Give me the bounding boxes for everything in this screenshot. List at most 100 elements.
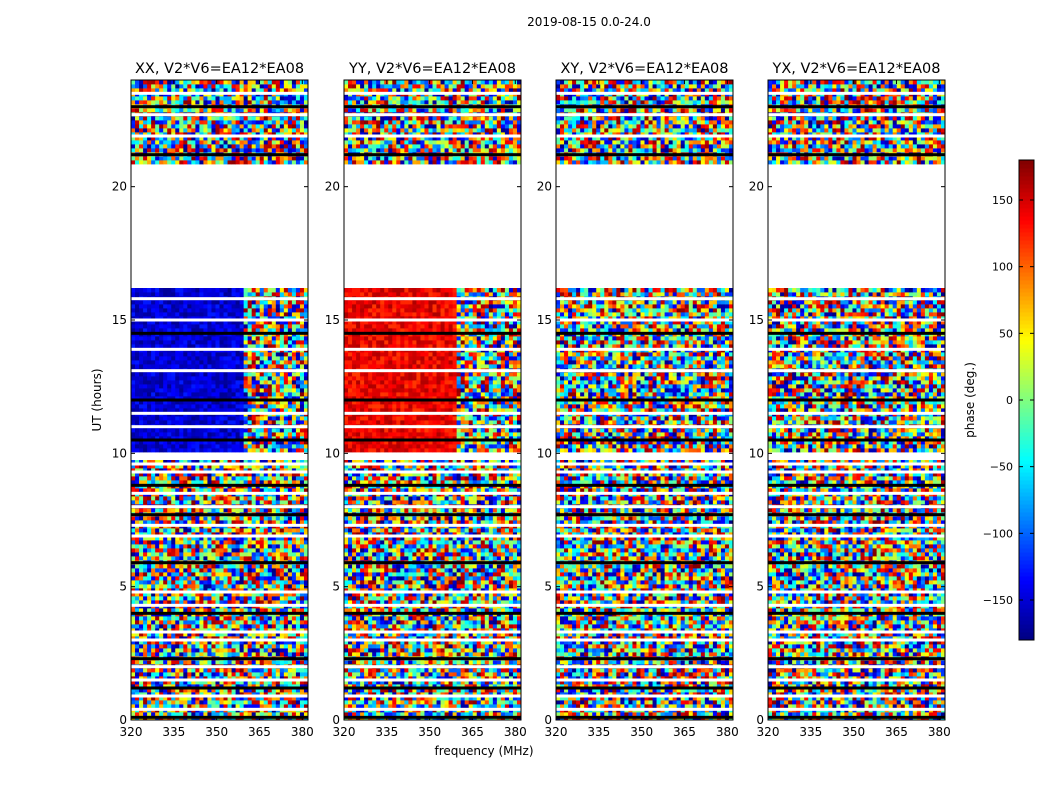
- heatmap-cell: [207, 676, 212, 681]
- heatmap-cell: [267, 652, 273, 657]
- heatmap-cell: [255, 672, 261, 677]
- heatmap-cell: [143, 300, 148, 305]
- heatmap-cell: [291, 488, 297, 493]
- heatmap-cell: [255, 444, 261, 449]
- heatmap-cell: [215, 352, 220, 357]
- heatmap-cell: [263, 580, 269, 585]
- heatmap-cell: [187, 432, 192, 437]
- heatmap-cell: [227, 540, 232, 545]
- heatmap-cell: [155, 564, 160, 569]
- heatmap-cell: [259, 432, 265, 437]
- heatmap-cell: [271, 660, 277, 665]
- heatmap-cell: [295, 300, 301, 305]
- heatmap-cell: [187, 684, 192, 689]
- heatmap-cell: [291, 312, 297, 317]
- heatmap-cell: [227, 536, 232, 541]
- heatmap-cell: [263, 644, 269, 649]
- heatmap-cell: [143, 420, 148, 425]
- heatmap-cell: [159, 376, 164, 381]
- heatmap-cell: [183, 388, 188, 393]
- heatmap-cell: [219, 580, 224, 585]
- heatmap-cell: [203, 288, 208, 293]
- heatmap-cell: [263, 536, 269, 541]
- heatmap-cell: [243, 688, 249, 693]
- heatmap-cell: [159, 672, 164, 677]
- heatmap-cell: [251, 496, 257, 501]
- heatmap-cell: [207, 544, 212, 549]
- heatmap-cell: [231, 532, 236, 537]
- heatmap-cell: [291, 648, 297, 653]
- heatmap-cell: [279, 672, 285, 677]
- heatmap-cell: [211, 700, 216, 705]
- heatmap-cell: [179, 372, 184, 377]
- heatmap-cell: [283, 600, 289, 605]
- heatmap-cell: [247, 700, 253, 705]
- heatmap-cell: [195, 340, 200, 345]
- heatmap-cell: [299, 680, 305, 685]
- heatmap-cell: [271, 564, 277, 569]
- heatmap-cell: [211, 536, 216, 541]
- heatmap-cell: [267, 660, 273, 665]
- heatmap-cell: [163, 488, 168, 493]
- heatmap-cell: [263, 588, 269, 593]
- heatmap-cell: [155, 404, 160, 409]
- heatmap-cell: [143, 304, 148, 309]
- heatmap-cell: [267, 328, 273, 333]
- heatmap-cell: [219, 684, 224, 689]
- heatmap-cell: [239, 632, 245, 637]
- heatmap-cell: [279, 328, 285, 333]
- heatmap-cell: [171, 480, 176, 485]
- heatmap-cell: [247, 340, 253, 345]
- heatmap-cell: [211, 468, 216, 473]
- heatmap-cell: [131, 600, 136, 605]
- heatmap-cell: [207, 360, 212, 365]
- heatmap-cell: [267, 340, 273, 345]
- heatmap-cell: [239, 480, 245, 485]
- heatmap-cell: [299, 624, 305, 629]
- heatmap-cell: [191, 352, 196, 357]
- heatmap-cell: [267, 576, 273, 581]
- heatmap-cell: [195, 628, 200, 633]
- heatmap-cell: [255, 540, 261, 545]
- heatmap-cell: [195, 580, 200, 585]
- heatmap-cell: [155, 500, 160, 505]
- heatmap-cell: [195, 600, 200, 605]
- heatmap-cell: [187, 416, 192, 421]
- heatmap-cell: [299, 704, 305, 709]
- heatmap-cell: [279, 432, 285, 437]
- heatmap-cell: [135, 584, 140, 589]
- heatmap-cell: [199, 448, 204, 453]
- heatmap-cell: [275, 648, 281, 653]
- heatmap-cell: [131, 324, 136, 329]
- heatmap-cell: [295, 672, 301, 677]
- heatmap-cell: [163, 552, 168, 557]
- heatmap-cell: [299, 308, 305, 313]
- heatmap-cell: [131, 356, 136, 361]
- heatmap-cell: [151, 556, 156, 561]
- heatmap-cell: [283, 328, 289, 333]
- heatmap-cell: [239, 428, 245, 433]
- heatmap-cell: [175, 448, 180, 453]
- heatmap-cell: [151, 660, 156, 665]
- heatmap-cell: [227, 532, 232, 537]
- heatmap-cell: [219, 640, 224, 645]
- heatmap-cell: [247, 660, 253, 665]
- heatmap-cell: [255, 660, 261, 665]
- heatmap-cell: [211, 432, 216, 437]
- heatmap-cell: [155, 624, 160, 629]
- heatmap-cell: [159, 640, 164, 645]
- heatmap-cell: [279, 540, 285, 545]
- heatmap-cell: [295, 572, 301, 577]
- heatmap-cell: [283, 364, 289, 369]
- heatmap-cell: [171, 536, 176, 541]
- heatmap-cell: [295, 608, 301, 613]
- heatmap-cell: [303, 564, 309, 569]
- heatmap-cell: [195, 516, 200, 521]
- heatmap-cell: [283, 472, 289, 477]
- heatmap-cell: [235, 580, 241, 585]
- heatmap-cell: [183, 648, 188, 653]
- heatmap-cell: [211, 404, 216, 409]
- heatmap-cell: [223, 544, 228, 549]
- heatmap-cell: [247, 552, 253, 557]
- heatmap-cell: [287, 696, 293, 701]
